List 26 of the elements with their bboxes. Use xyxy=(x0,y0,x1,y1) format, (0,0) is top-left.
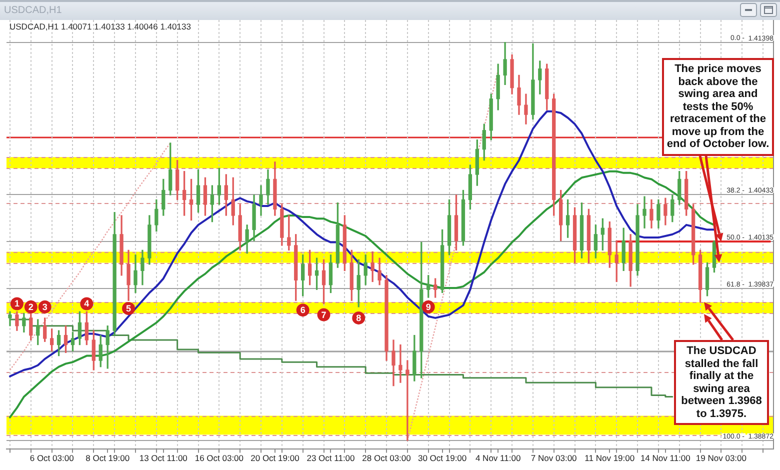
chart-subtitle: USDCAD,H1 1.40071 1.40133 1.40046 1.40133 xyxy=(10,21,192,32)
annotation: The USDCAD stalled the fall finally at the swing area between 1.3968 to 1.3975. xyxy=(674,340,769,425)
x-tick-label: 4 Nov 11:00 xyxy=(475,453,521,464)
x-tick-label: 11 Nov 19:00 xyxy=(584,453,635,464)
annotation: 7 xyxy=(321,310,326,320)
x-tick-label: 6 Oct 03:00 xyxy=(30,453,74,464)
annotation: 1 xyxy=(14,298,20,309)
chart-title: USDCAD,H1 xyxy=(4,5,62,16)
annotation: 4 xyxy=(84,298,90,309)
x-tick-label: 19 Nov 03:00 xyxy=(696,453,747,464)
x-tick-label: 7 Nov 03:00 xyxy=(530,453,578,464)
annotation: 6 xyxy=(300,305,306,316)
x-tick-label: 8 Oct 19:00 xyxy=(86,453,130,464)
x-tick-label: 23 Oct 11:00 xyxy=(306,453,356,464)
annotation: 9 xyxy=(426,302,431,312)
annotation: 2 xyxy=(28,302,34,312)
x-tick-label: 28 Oct 03:00 xyxy=(362,453,412,464)
annotation: 8 xyxy=(356,312,362,323)
x-tick-label: 16 Oct 03:00 xyxy=(194,453,244,464)
x-tick-label: 14 Nov 11:00 xyxy=(640,453,691,464)
x-tick-label: 20 Oct 19:00 xyxy=(250,453,300,464)
x-tick-label: 30 Oct 19:00 xyxy=(418,453,467,464)
annotation: 5 xyxy=(126,303,132,314)
x-tick-label: 13 Oct 11:00 xyxy=(139,453,188,464)
annotation: The price moves back above the swing area and tests the 50% retracement of the move up from the end of October low. xyxy=(662,58,774,156)
annotation: 3 xyxy=(42,302,48,312)
